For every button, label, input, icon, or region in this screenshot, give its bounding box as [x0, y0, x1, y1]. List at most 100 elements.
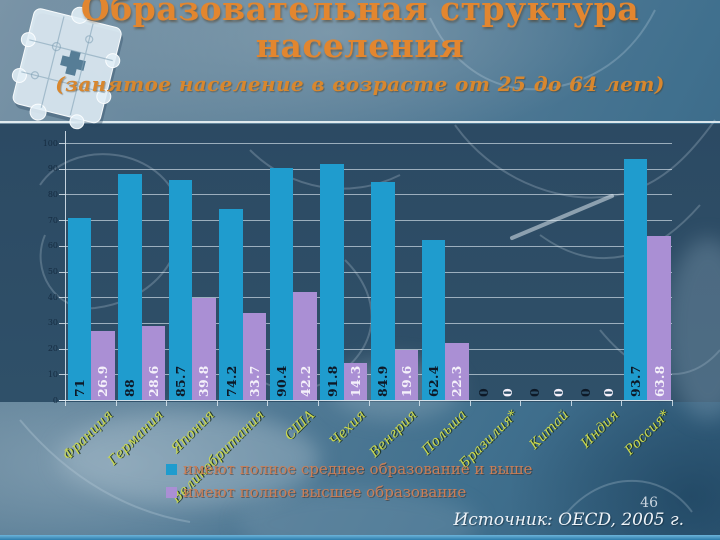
- y-axis-label: 70: [47, 215, 58, 225]
- source-note: Источник: OECD, 2005 г.: [453, 510, 684, 530]
- bar-value-label-higher-Венгрия: 19.6: [398, 365, 414, 397]
- x-axis-line: [59, 400, 673, 401]
- y-axis-tick: [59, 271, 65, 273]
- y-axis-tick: [59, 143, 65, 144]
- bar-higher-Чехия: [343, 363, 368, 400]
- gridline: [65, 348, 672, 350]
- slide-title: Образовательная структура населения: [0, 0, 720, 64]
- x-axis-tick: [166, 401, 168, 406]
- gridline: [65, 168, 672, 170]
- bar-secondary-Польша: [421, 239, 446, 400]
- legend-label-higher: имеют полное высшее образование: [183, 483, 467, 501]
- gridline: [65, 143, 672, 144]
- y-axis-label: 100: [42, 138, 58, 148]
- bar-higher-США: [293, 291, 317, 400]
- y-axis-tick: [59, 245, 65, 247]
- slide-title-line1: Образовательная структура: [80, 0, 640, 28]
- legend-item-higher: имеют полное высшее образование: [166, 484, 532, 501]
- x-axis-tick: [368, 401, 370, 406]
- gridline: [65, 322, 672, 324]
- bar-value-label-higher-Польша: 22.3: [449, 365, 465, 397]
- gridline: [65, 271, 672, 273]
- bar-value-label-higher-Япония: 39.8: [196, 365, 212, 397]
- bar-value-label-secondary-Великобритания: 74.2: [223, 365, 239, 397]
- bar-higher-Япония: [192, 297, 216, 400]
- legend-label-secondary: имеют полное среднее образование и выше: [183, 460, 533, 478]
- gridline: [65, 297, 672, 299]
- chart-legend: имеют полное среднее образование и выше …: [166, 461, 532, 507]
- y-axis-tick: [59, 194, 65, 196]
- bar-higher-Великобритания: [242, 313, 267, 400]
- bar-value-label-secondary-Россия*: 93.7: [628, 365, 644, 397]
- bar-secondary-Чехия: [320, 164, 344, 400]
- bar-value-label-secondary-Венгрия: 84.9: [375, 365, 391, 397]
- y-axis-label: 90: [47, 164, 58, 174]
- y-axis-label: 30: [47, 318, 58, 328]
- bar-higher-Россия*: [647, 236, 671, 400]
- y-axis-tick: [59, 322, 65, 324]
- x-axis-tick: [216, 401, 218, 406]
- gridline: [65, 374, 672, 376]
- bar-value-label-secondary-Польша: 62.4: [425, 365, 441, 397]
- x-axis-tick: [469, 401, 471, 406]
- x-category-label-Китай: Китай: [525, 407, 572, 453]
- y-axis-label: 50: [47, 267, 58, 276]
- x-category-label-Япония: Япония: [167, 407, 218, 457]
- bar-higher-Франция: [91, 330, 115, 400]
- bar-value-label-higher-Россия*: 63.8: [651, 365, 667, 397]
- x-category-label-Венгрия: Венгрия: [366, 407, 420, 461]
- bar-higher-Венгрия: [394, 349, 418, 400]
- x-axis-tick: [267, 401, 269, 406]
- bar-value-label-secondary-Франция: 71: [71, 379, 87, 397]
- y-axis-label: 80: [47, 189, 58, 199]
- y-axis-label: 0: [52, 395, 58, 405]
- gridline: [65, 194, 672, 196]
- bar-secondary-Франция: [67, 217, 91, 400]
- x-axis-tick: [621, 401, 623, 406]
- bar-value-label-secondary-Чехия: 91.8: [324, 365, 340, 397]
- bar-higher-Германия: [141, 326, 166, 400]
- y-axis-tick: [59, 374, 65, 376]
- x-category-label-Польша: Польша: [419, 407, 471, 459]
- bar-secondary-Венгрия: [371, 181, 395, 400]
- y-axis-tick: [59, 297, 65, 299]
- bar-value-label-secondary-Германия: 88: [122, 379, 138, 397]
- bar-value-label-higher-Бразилия*: 0: [499, 388, 515, 397]
- x-axis-tick: [520, 401, 522, 406]
- gridline: [65, 220, 672, 222]
- bar-value-label-secondary-Индия: 0: [577, 388, 593, 397]
- legend-item-secondary: имеют полное среднее образование и выше: [166, 461, 532, 478]
- bar-higher-Польша: [445, 342, 469, 400]
- page-number: 46: [640, 495, 658, 511]
- bar-value-label-higher-Великобритания: 33.7: [247, 365, 262, 397]
- bar-secondary-Германия: [118, 173, 142, 400]
- x-axis-tick: [419, 401, 421, 406]
- y-axis-label: 40: [47, 292, 58, 302]
- x-category-label-Индия: Индия: [577, 407, 623, 452]
- y-axis-tick: [59, 168, 65, 170]
- x-axis-tick: [65, 401, 66, 406]
- bar-value-label-secondary-США: 90.4: [274, 365, 290, 397]
- y-axis-label: 10: [47, 369, 58, 379]
- bar-secondary-Япония: [168, 179, 193, 400]
- x-category-label-США: США: [281, 407, 319, 444]
- bar-value-label-secondary-Китай: 0: [527, 388, 542, 397]
- legend-swatch-secondary: [166, 464, 177, 475]
- bar-secondary-США: [269, 167, 294, 400]
- bar-value-label-higher-Индия: 0: [601, 388, 617, 397]
- legend-swatch-higher: [166, 487, 177, 498]
- y-axis-label: 60: [47, 241, 58, 251]
- y-axis-tick: [59, 220, 65, 222]
- bar-secondary-Великобритания: [219, 209, 243, 400]
- x-axis-tick: [115, 401, 117, 406]
- bar-secondary-Россия*: [623, 159, 648, 400]
- bar-value-label-secondary-Бразилия*: 0: [476, 388, 492, 397]
- x-axis-tick: [672, 401, 673, 406]
- x-category-label-Чехия: Чехия: [327, 407, 370, 450]
- bottom-accent-strip: [0, 535, 720, 540]
- x-axis-tick: [317, 401, 319, 406]
- bar-value-label-higher-Чехия: 14.3: [348, 365, 364, 397]
- bar-value-label-secondary-Япония: 85.7: [172, 365, 188, 397]
- bar-value-label-higher-Германия: 28.6: [145, 365, 161, 397]
